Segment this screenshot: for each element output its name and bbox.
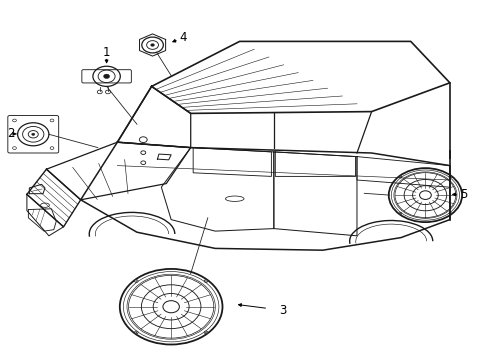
Circle shape — [135, 280, 137, 282]
Circle shape — [135, 332, 137, 333]
Circle shape — [398, 176, 401, 178]
Circle shape — [449, 213, 450, 214]
Circle shape — [205, 332, 206, 333]
Circle shape — [150, 44, 154, 46]
Text: 1: 1 — [102, 46, 110, 59]
Circle shape — [448, 212, 451, 215]
Circle shape — [399, 176, 400, 177]
Circle shape — [399, 213, 400, 214]
Text: 3: 3 — [278, 304, 286, 317]
Circle shape — [50, 119, 54, 122]
Circle shape — [204, 280, 207, 282]
Text: 4: 4 — [179, 31, 186, 44]
Text: 5: 5 — [459, 188, 467, 201]
Circle shape — [134, 331, 138, 334]
Circle shape — [204, 331, 207, 334]
Circle shape — [13, 119, 16, 122]
Circle shape — [32, 133, 35, 135]
Text: 2: 2 — [7, 127, 15, 140]
Circle shape — [448, 176, 451, 178]
Circle shape — [134, 280, 138, 282]
Circle shape — [449, 176, 450, 177]
Circle shape — [50, 147, 54, 149]
Circle shape — [103, 74, 109, 78]
Circle shape — [398, 212, 401, 215]
Circle shape — [13, 147, 16, 149]
Circle shape — [205, 280, 206, 282]
